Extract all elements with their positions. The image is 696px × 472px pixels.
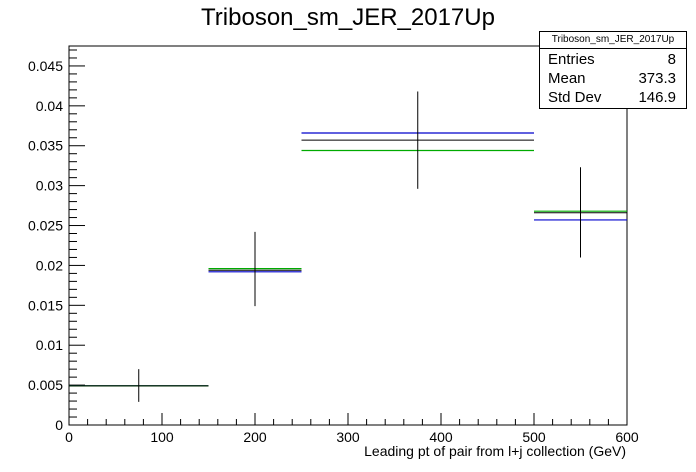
stats-entries-value: 8 bbox=[667, 51, 676, 68]
x-tick-label: 600 bbox=[615, 429, 639, 445]
x-tick-label: 100 bbox=[150, 429, 174, 445]
stats-stddev-value: 146.9 bbox=[638, 89, 676, 106]
y-tick-label: 0 bbox=[55, 417, 63, 433]
stats-mean-value: 373.3 bbox=[638, 70, 676, 87]
stats-stddev-label: Std Dev bbox=[548, 89, 602, 106]
y-tick-label: 0.035 bbox=[28, 138, 63, 154]
y-tick-label: 0.025 bbox=[28, 218, 63, 234]
stats-box: Triboson_sm_JER_2017Up Entries 8 Mean 37… bbox=[539, 31, 687, 109]
chart-title: Triboson_sm_JER_2017Up bbox=[201, 4, 495, 31]
y-tick-label: 0.02 bbox=[36, 257, 63, 273]
stats-entries-label: Entries bbox=[548, 51, 595, 68]
x-tick-label: 400 bbox=[429, 429, 453, 445]
y-tick-label: 0.005 bbox=[28, 377, 63, 393]
y-tick-label: 0.01 bbox=[36, 337, 63, 353]
y-tick-label: 0.04 bbox=[36, 98, 63, 114]
x-tick-label: 0 bbox=[65, 429, 73, 445]
x-tick-label: 200 bbox=[243, 429, 267, 445]
stats-mean-label: Mean bbox=[548, 70, 586, 87]
stats-box-title: Triboson_sm_JER_2017Up bbox=[540, 32, 686, 49]
x-axis-label: Leading pt of pair from l+j collection (… bbox=[364, 443, 626, 459]
x-tick-label: 300 bbox=[336, 429, 360, 445]
x-tick-label: 500 bbox=[522, 429, 546, 445]
y-tick-label: 0.03 bbox=[36, 178, 63, 194]
y-tick-label: 0.045 bbox=[28, 58, 63, 74]
y-tick-label: 0.015 bbox=[28, 297, 63, 313]
